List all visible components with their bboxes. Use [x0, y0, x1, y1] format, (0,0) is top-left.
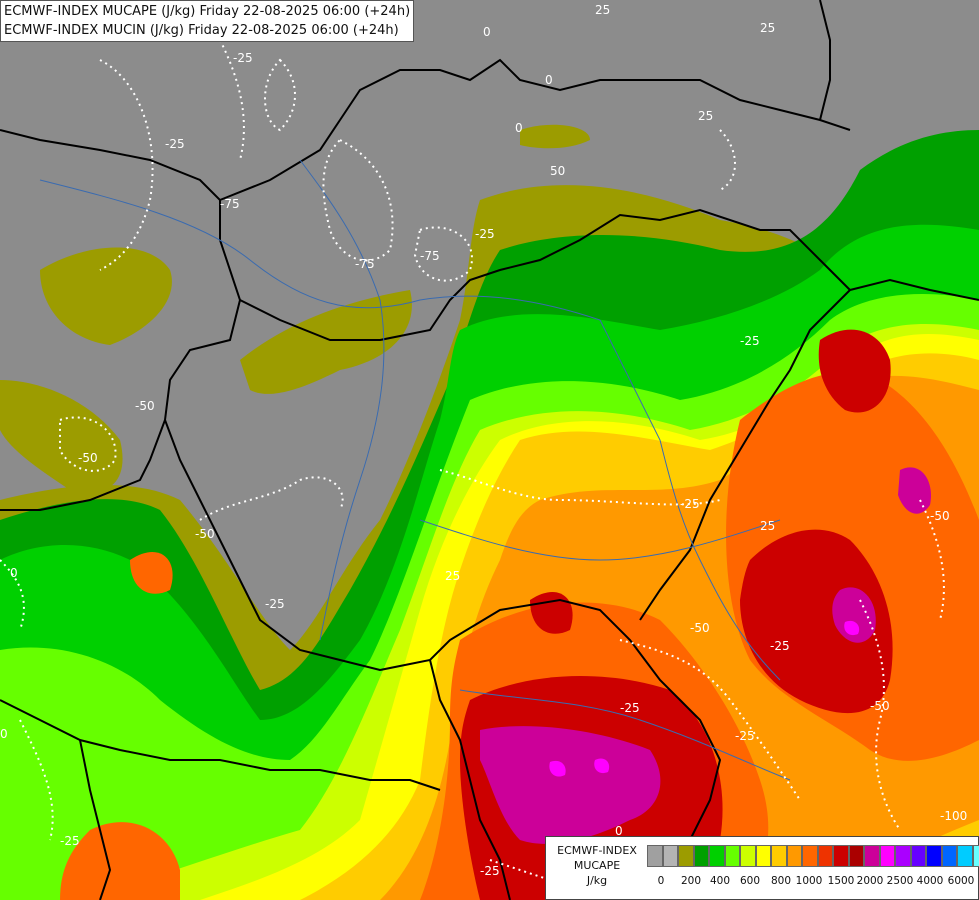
- legend-tick-label: 800: [770, 875, 792, 887]
- contour-label: 25: [698, 109, 713, 123]
- contour-label: 0: [0, 727, 8, 741]
- contour-label: 50: [550, 164, 565, 178]
- contour-label: -75: [355, 257, 375, 271]
- legend-swatch: [879, 845, 895, 867]
- legend-tick-label: 1000: [795, 875, 823, 887]
- contour-label: -25: [233, 51, 253, 65]
- color-legend: ECMWF-INDEX MUCAPE J/kg 0 200 400 600 800 100…: [545, 836, 979, 900]
- legend-tick-label: 400: [709, 875, 731, 887]
- legend-swatches: [647, 845, 979, 867]
- legend-swatch: [817, 845, 833, 867]
- legend-swatch: [941, 845, 957, 867]
- contour-label: -50: [78, 451, 98, 465]
- cape-zone-violet: [549, 620, 860, 777]
- legend-tick-label: 600: [739, 875, 761, 887]
- contour-label: -50: [930, 509, 950, 523]
- legend-swatch: [833, 845, 849, 867]
- legend-swatch: [662, 845, 678, 867]
- contour-label: -25: [165, 137, 185, 151]
- title-mucape: ECMWF-INDEX MUCAPE (J/kg) Friday 22-08-2…: [4, 4, 411, 19]
- legend-tick-label: 4000: [916, 875, 944, 887]
- legend-label: ECMWF-INDEX MUCAPE J/kg: [550, 843, 644, 888]
- contour-label: 0: [483, 25, 491, 39]
- contour-label: 0: [10, 566, 18, 580]
- contour-label: -25: [770, 639, 790, 653]
- legend-line-source: ECMWF-INDEX: [557, 844, 637, 857]
- cape-zone-magenta: [480, 467, 931, 844]
- legend-swatch: [957, 845, 973, 867]
- contour-label: -25: [265, 597, 285, 611]
- contour-label: 25: [760, 21, 775, 35]
- contour-label: 0: [615, 824, 623, 838]
- contour-label: -25: [475, 227, 495, 241]
- contour-label: -25: [740, 334, 760, 348]
- contour-label: -75: [420, 249, 440, 263]
- legend-tick-label: 0: [657, 875, 665, 887]
- legend-swatch: [678, 845, 694, 867]
- legend-swatch: [771, 845, 787, 867]
- legend-swatch: [802, 845, 818, 867]
- contour-label: 25: [595, 3, 610, 17]
- contour-label: -25: [60, 834, 80, 848]
- legend-tick-label: 2000: [856, 875, 884, 887]
- contour-label: -25: [735, 729, 755, 743]
- contour-label: -25: [480, 864, 500, 878]
- contour-label: 0: [545, 73, 553, 87]
- contour-label: -50: [135, 399, 155, 413]
- contour-label: -100: [940, 809, 967, 823]
- contour-label: -75: [220, 197, 240, 211]
- contour-label: 25: [445, 569, 460, 583]
- contour-label: 25: [760, 519, 775, 533]
- contour-label: -50: [195, 527, 215, 541]
- legend-swatch: [848, 845, 864, 867]
- contour-label: 0: [515, 121, 523, 135]
- contour-label: -25: [680, 497, 700, 511]
- legend-swatch: [724, 845, 740, 867]
- legend-line-unit: J/kg: [586, 874, 608, 887]
- title-mucin: ECMWF-INDEX MUCIN (J/kg) Friday 22-08-20…: [4, 23, 399, 38]
- legend-swatch: [740, 845, 756, 867]
- legend-swatch: [926, 845, 942, 867]
- legend-tick-label: 2500: [886, 875, 914, 887]
- legend-tick-label: 1500: [827, 875, 855, 887]
- legend-tick-label: 6000: [947, 875, 975, 887]
- legend-swatch: [755, 845, 771, 867]
- contour-label: -25: [620, 701, 640, 715]
- legend-tick-label: 200: [680, 875, 702, 887]
- legend-swatch: [864, 845, 880, 867]
- map-title-box: ECMWF-INDEX MUCAPE (J/kg) Friday 22-08-2…: [0, 0, 415, 42]
- legend-ticks: 0 200 400 600 800 1000 1500 2000 2500 4000 6000: [647, 875, 977, 891]
- legend-swatch: [647, 845, 663, 867]
- legend-swatch: [972, 845, 979, 867]
- legend-swatch: [895, 845, 911, 867]
- legend-swatch: [709, 845, 725, 867]
- legend-line-variable: MUCAPE: [573, 859, 621, 872]
- contour-label: -50: [870, 699, 890, 713]
- legend-swatch: [693, 845, 709, 867]
- legend-swatch: [910, 845, 926, 867]
- legend-swatch: [786, 845, 802, 867]
- contour-label: -50: [690, 621, 710, 635]
